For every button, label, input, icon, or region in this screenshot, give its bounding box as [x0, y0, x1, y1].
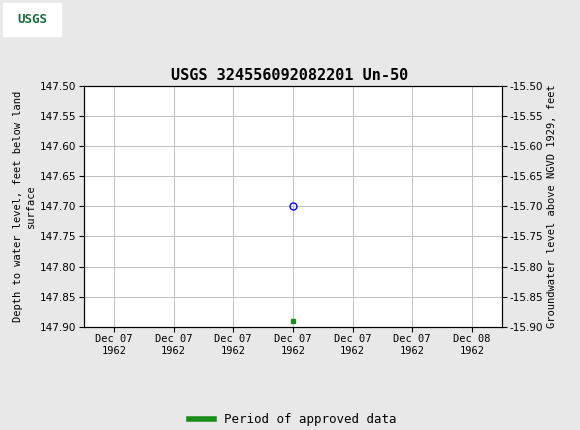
FancyBboxPatch shape — [3, 3, 61, 36]
Y-axis label: Depth to water level, feet below land
surface: Depth to water level, feet below land su… — [13, 91, 36, 322]
Text: USGS: USGS — [17, 13, 47, 26]
Legend: Period of approved data: Period of approved data — [184, 408, 401, 430]
Y-axis label: Groundwater level above NGVD 1929, feet: Groundwater level above NGVD 1929, feet — [547, 85, 557, 328]
Text: USGS 324556092082201 Un-50: USGS 324556092082201 Un-50 — [171, 68, 409, 83]
